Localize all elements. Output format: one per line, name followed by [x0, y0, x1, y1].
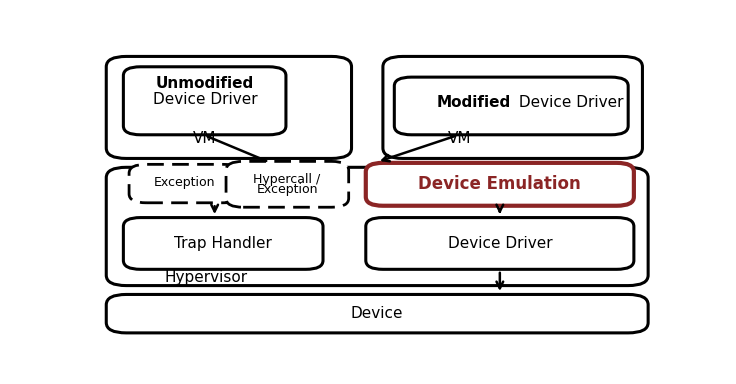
FancyBboxPatch shape — [226, 161, 349, 207]
Text: Unmodified: Unmodified — [156, 76, 254, 91]
Text: Device Driver: Device Driver — [447, 236, 552, 251]
FancyBboxPatch shape — [394, 77, 628, 135]
FancyBboxPatch shape — [106, 295, 648, 333]
Text: Device Driver: Device Driver — [514, 96, 623, 111]
Text: Device: Device — [351, 306, 403, 321]
FancyBboxPatch shape — [383, 56, 643, 159]
FancyBboxPatch shape — [366, 218, 634, 269]
FancyBboxPatch shape — [124, 67, 286, 135]
Text: Trap Handler: Trap Handler — [174, 236, 272, 251]
Text: Device Driver: Device Driver — [152, 92, 258, 107]
Text: Hypercall /: Hypercall / — [253, 173, 321, 185]
Text: VM: VM — [448, 131, 472, 146]
Text: Exception: Exception — [154, 176, 215, 189]
FancyBboxPatch shape — [106, 167, 648, 286]
Text: Exception: Exception — [256, 183, 318, 196]
Text: VM: VM — [193, 131, 216, 146]
FancyBboxPatch shape — [106, 56, 352, 159]
FancyBboxPatch shape — [366, 163, 634, 206]
Text: Modified: Modified — [437, 96, 512, 111]
Text: Hypervisor: Hypervisor — [165, 270, 247, 285]
Text: Device Emulation: Device Emulation — [419, 175, 581, 192]
FancyBboxPatch shape — [129, 164, 240, 203]
FancyBboxPatch shape — [124, 218, 323, 269]
